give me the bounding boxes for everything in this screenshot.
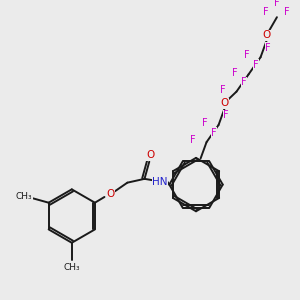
Text: O: O <box>262 30 271 40</box>
Text: F: F <box>274 0 280 8</box>
Text: F: F <box>244 50 250 60</box>
Text: CH₃: CH₃ <box>16 191 32 200</box>
Text: HN: HN <box>152 177 167 187</box>
Text: F: F <box>220 85 226 95</box>
Text: F: F <box>190 135 196 145</box>
Text: F: F <box>253 60 259 70</box>
Text: CH₃: CH₃ <box>64 263 80 272</box>
Text: F: F <box>202 118 208 128</box>
Text: F: F <box>212 128 217 138</box>
Text: F: F <box>263 8 268 17</box>
Text: F: F <box>266 43 271 53</box>
Text: F: F <box>224 110 229 120</box>
Text: O: O <box>106 189 114 199</box>
Text: F: F <box>284 8 289 17</box>
Text: O: O <box>220 98 229 108</box>
Text: F: F <box>232 68 238 77</box>
Text: F: F <box>241 77 247 87</box>
Text: O: O <box>146 150 154 160</box>
